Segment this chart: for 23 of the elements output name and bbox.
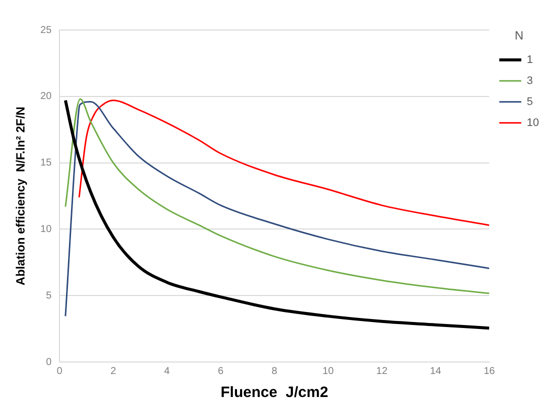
- y-tick-label: 15: [40, 158, 52, 169]
- y-tick-label: 0: [46, 356, 52, 368]
- legend-title: N: [514, 28, 524, 42]
- x-axis-title: Fluence J/cm2: [220, 384, 328, 402]
- x-tick-label: 16: [484, 366, 496, 377]
- x-tick-label: 12: [376, 366, 388, 377]
- legend-label: 3: [526, 74, 533, 87]
- x-tick-label: 14: [430, 366, 442, 377]
- x-tick-label: 6: [218, 366, 224, 377]
- y-axis-title: Ablation efficiency N/F.ln² 2F/N: [14, 106, 28, 286]
- x-tick-label: 2: [110, 366, 116, 377]
- x-tick-label: 4: [164, 366, 170, 377]
- legend-label: 1: [526, 54, 533, 66]
- legend-label: 5: [526, 96, 533, 108]
- y-tick-label: 25: [40, 24, 52, 36]
- y-tick-label: 20: [40, 91, 52, 102]
- line-series: [78, 100, 490, 226]
- x-tick-label: 0: [56, 366, 63, 377]
- x-tick-label: 10: [322, 366, 334, 377]
- y-tick-label: 10: [40, 224, 52, 235]
- x-tick-label: 8: [272, 366, 278, 377]
- legend-label: 10: [526, 116, 540, 129]
- y-tick-label: 5: [46, 290, 52, 302]
